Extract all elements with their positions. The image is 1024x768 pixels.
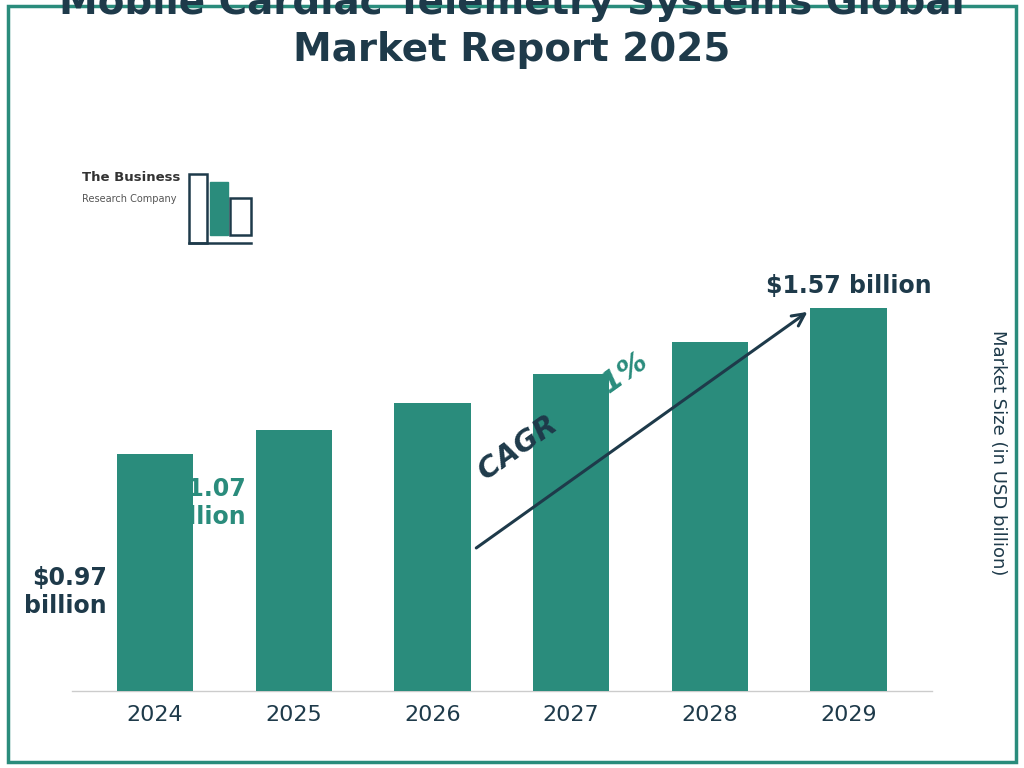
Bar bbox=[810, 308, 887, 691]
Text: Market Size (in USD billion): Market Size (in USD billion) bbox=[989, 330, 1008, 576]
Text: Mobile Cardiac Telemetry Systems Global
Market Report 2025: Mobile Cardiac Telemetry Systems Global … bbox=[59, 0, 965, 69]
Bar bbox=[256, 430, 332, 691]
Bar bbox=[188, 174, 207, 243]
Bar bbox=[210, 181, 227, 236]
Text: CAGR: CAGR bbox=[473, 405, 571, 485]
Bar bbox=[117, 455, 194, 691]
Text: $0.97
billion: $0.97 billion bbox=[25, 566, 108, 617]
Bar bbox=[230, 197, 251, 236]
Bar bbox=[532, 374, 609, 691]
Text: The Business: The Business bbox=[82, 170, 180, 184]
Text: $1.07
billion: $1.07 billion bbox=[163, 477, 246, 529]
Bar bbox=[394, 403, 471, 691]
Text: Research Company: Research Company bbox=[82, 194, 176, 204]
Text: 10.1%: 10.1% bbox=[555, 346, 653, 428]
Bar bbox=[672, 342, 748, 691]
Text: $1.57 billion: $1.57 billion bbox=[766, 274, 932, 298]
